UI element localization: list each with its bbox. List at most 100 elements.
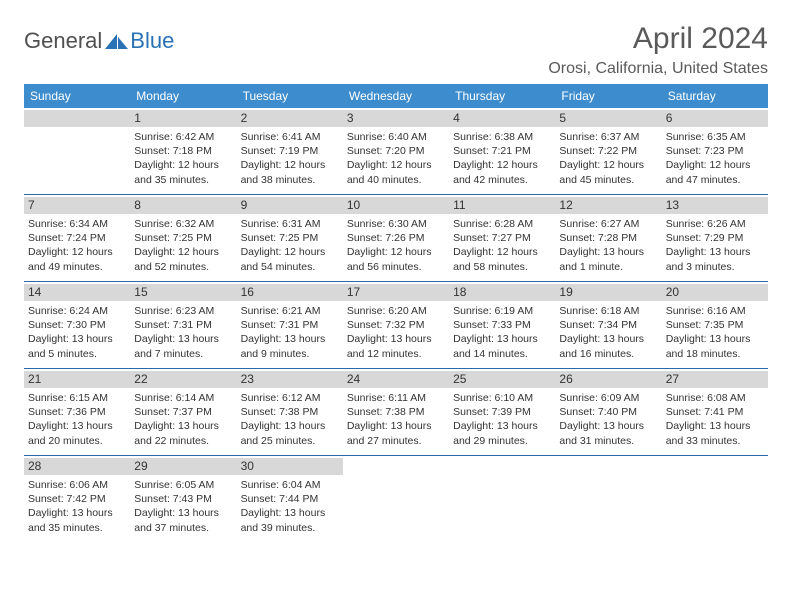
sunrise-text: Sunrise: 6:24 AM	[28, 304, 126, 318]
day-number: 6	[662, 110, 768, 127]
calendar-week-row: 21Sunrise: 6:15 AMSunset: 7:36 PMDayligh…	[24, 369, 768, 456]
calendar-cell	[449, 456, 555, 543]
sunrise-text: Sunrise: 6:37 AM	[559, 130, 657, 144]
weekday-header: Saturday	[662, 84, 768, 108]
calendar-cell: 7Sunrise: 6:34 AMSunset: 7:24 PMDaylight…	[24, 195, 130, 282]
daylight-text: Daylight: 12 hours and 35 minutes.	[134, 158, 232, 186]
weekday-header: Sunday	[24, 84, 130, 108]
day-number: 12	[555, 197, 661, 214]
daylight-text: Daylight: 13 hours and 1 minute.	[559, 245, 657, 273]
daylight-text: Daylight: 13 hours and 3 minutes.	[666, 245, 764, 273]
day-info: Sunrise: 6:37 AMSunset: 7:22 PMDaylight:…	[559, 130, 657, 187]
day-info: Sunrise: 6:10 AMSunset: 7:39 PMDaylight:…	[453, 391, 551, 448]
day-info: Sunrise: 6:21 AMSunset: 7:31 PMDaylight:…	[241, 304, 339, 361]
sunset-text: Sunset: 7:35 PM	[666, 318, 764, 332]
sunset-text: Sunset: 7:24 PM	[28, 231, 126, 245]
day-number: 23	[237, 371, 343, 388]
calendar-cell: 2Sunrise: 6:41 AMSunset: 7:19 PMDaylight…	[237, 108, 343, 195]
day-info: Sunrise: 6:18 AMSunset: 7:34 PMDaylight:…	[559, 304, 657, 361]
calendar-cell: 8Sunrise: 6:32 AMSunset: 7:25 PMDaylight…	[130, 195, 236, 282]
daylight-text: Daylight: 13 hours and 5 minutes.	[28, 332, 126, 360]
sunrise-text: Sunrise: 6:28 AM	[453, 217, 551, 231]
weekday-header: Friday	[555, 84, 661, 108]
day-number: 9	[237, 197, 343, 214]
daylight-text: Daylight: 12 hours and 47 minutes.	[666, 158, 764, 186]
brand-text-general: General	[24, 28, 102, 54]
day-info: Sunrise: 6:04 AMSunset: 7:44 PMDaylight:…	[241, 478, 339, 535]
day-info: Sunrise: 6:42 AMSunset: 7:18 PMDaylight:…	[134, 130, 232, 187]
weekday-header: Tuesday	[237, 84, 343, 108]
sunset-text: Sunset: 7:32 PM	[347, 318, 445, 332]
header: General Blue April 2024 Orosi, Californi…	[24, 22, 768, 78]
calendar-cell: 1 Sunrise: 6:42 AMSunset: 7:18 PMDaylight…	[130, 108, 236, 195]
calendar-cell: 5 Sunrise: 6:37 AMSunset: 7:22 PMDaylight…	[555, 108, 661, 195]
calendar-cell: 16Sunrise: 6:21 AMSunset: 7:31 PMDayligh…	[237, 282, 343, 369]
sunset-text: Sunset: 7:30 PM	[28, 318, 126, 332]
daylight-text: Daylight: 13 hours and 35 minutes.	[28, 506, 126, 534]
daylight-text: Daylight: 13 hours and 7 minutes.	[134, 332, 232, 360]
day-info: Sunrise: 6:32 AMSunset: 7:25 PMDaylight:…	[134, 217, 232, 274]
daylight-text: Daylight: 13 hours and 39 minutes.	[241, 506, 339, 534]
sunrise-text: Sunrise: 6:26 AM	[666, 217, 764, 231]
day-info: Sunrise: 6:41 AMSunset: 7:19 PMDaylight:…	[241, 130, 339, 187]
day-number: 30	[237, 458, 343, 475]
day-number: 26	[555, 371, 661, 388]
sunset-text: Sunset: 7:42 PM	[28, 492, 126, 506]
sunrise-text: Sunrise: 6:21 AM	[241, 304, 339, 318]
sunset-text: Sunset: 7:40 PM	[559, 405, 657, 419]
calendar-cell: 9Sunrise: 6:31 AMSunset: 7:25 PMDaylight…	[237, 195, 343, 282]
daylight-text: Daylight: 13 hours and 27 minutes.	[347, 419, 445, 447]
daylight-text: Daylight: 13 hours and 29 minutes.	[453, 419, 551, 447]
day-number: 11	[449, 197, 555, 214]
calendar-cell: 27Sunrise: 6:08 AMSunset: 7:41 PMDayligh…	[662, 369, 768, 456]
calendar-cell: 24Sunrise: 6:11 AMSunset: 7:38 PMDayligh…	[343, 369, 449, 456]
day-number: 28	[24, 458, 130, 475]
sunset-text: Sunset: 7:37 PM	[134, 405, 232, 419]
calendar-cell: 23Sunrise: 6:12 AMSunset: 7:38 PMDayligh…	[237, 369, 343, 456]
day-info: Sunrise: 6:06 AMSunset: 7:42 PMDaylight:…	[28, 478, 126, 535]
sunset-text: Sunset: 7:20 PM	[347, 144, 445, 158]
day-number: 5	[555, 110, 661, 127]
day-info: Sunrise: 6:38 AMSunset: 7:21 PMDaylight:…	[453, 130, 551, 187]
sunrise-text: Sunrise: 6:34 AM	[28, 217, 126, 231]
calendar-cell: 25 Sunrise: 6:10 AMSunset: 7:39 PMDayligh…	[449, 369, 555, 456]
daylight-text: Daylight: 13 hours and 12 minutes.	[347, 332, 445, 360]
calendar-cell	[343, 456, 449, 543]
day-info: Sunrise: 6:40 AMSunset: 7:20 PMDaylight:…	[347, 130, 445, 187]
calendar-cell: 14 Sunrise: 6:24 AMSunset: 7:30 PMDayligh…	[24, 282, 130, 369]
calendar-cell: 17Sunrise: 6:20 AMSunset: 7:32 PMDayligh…	[343, 282, 449, 369]
day-number: 10	[343, 197, 449, 214]
sunrise-text: Sunrise: 6:18 AM	[559, 304, 657, 318]
day-number: 25	[449, 371, 555, 388]
day-number: 14	[24, 284, 130, 301]
day-number: 21	[24, 371, 130, 388]
calendar-cell: 6 Sunrise: 6:35 AMSunset: 7:23 PMDaylight…	[662, 108, 768, 195]
daylight-text: Daylight: 12 hours and 56 minutes.	[347, 245, 445, 273]
day-number: 13	[662, 197, 768, 214]
day-number: 29	[130, 458, 236, 475]
sunset-text: Sunset: 7:38 PM	[347, 405, 445, 419]
daylight-text: Daylight: 13 hours and 22 minutes.	[134, 419, 232, 447]
day-number: 1	[130, 110, 236, 127]
calendar-week-row: 14Sunrise: 6:24 AMSunset: 7:30 PMDayligh…	[24, 282, 768, 369]
sunrise-text: Sunrise: 6:05 AM	[134, 478, 232, 492]
calendar-cell: 30 Sunrise: 6:04 AMSunset: 7:44 PMDayligh…	[237, 456, 343, 543]
day-info: Sunrise: 6:09 AMSunset: 7:40 PMDaylight:…	[559, 391, 657, 448]
calendar-week-row: 28 Sunrise: 6:06 AMSunset: 7:42 PMDayligh…	[24, 456, 768, 543]
sunset-text: Sunset: 7:41 PM	[666, 405, 764, 419]
sunrise-text: Sunrise: 6:42 AM	[134, 130, 232, 144]
day-number: 4	[449, 110, 555, 127]
day-number: 27	[662, 371, 768, 388]
weekday-header-row: Sunday Monday Tuesday Wednesday Thursday…	[24, 84, 768, 108]
day-number: 18	[449, 284, 555, 301]
day-info: Sunrise: 6:35 AMSunset: 7:23 PMDaylight:…	[666, 130, 764, 187]
sunrise-text: Sunrise: 6:04 AM	[241, 478, 339, 492]
title-block: April 2024 Orosi, California, United Sta…	[548, 22, 768, 78]
daylight-text: Daylight: 13 hours and 16 minutes.	[559, 332, 657, 360]
sunset-text: Sunset: 7:18 PM	[134, 144, 232, 158]
day-info: Sunrise: 6:26 AMSunset: 7:29 PMDaylight:…	[666, 217, 764, 274]
sunset-text: Sunset: 7:31 PM	[134, 318, 232, 332]
calendar-cell: 29Sunrise: 6:05 AMSunset: 7:43 PMDayligh…	[130, 456, 236, 543]
sunrise-text: Sunrise: 6:32 AM	[134, 217, 232, 231]
day-number-empty	[24, 110, 130, 127]
